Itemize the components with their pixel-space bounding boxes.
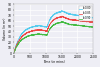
f=0.90 [61,21,62,22]
f=0.80 [75,14,76,15]
f=0.90 [21,39,22,40]
f=0.80 [13,52,14,53]
f=0.90 [13,53,14,54]
Line: f=0.90: f=0.90 [14,22,93,54]
X-axis label: Time (in mins): Time (in mins) [43,60,64,64]
f=0.90 [75,25,76,26]
f=0.90 [93,27,94,28]
f=0.85 [68,19,69,20]
f=0.85 [75,20,76,21]
Legend: f=0.80, f=0.85, f=0.90: f=0.80, f=0.85, f=0.90 [78,6,92,21]
f=0.80 [77,15,78,16]
Line: f=0.85: f=0.85 [14,16,93,53]
f=0.85 [77,20,78,21]
f=0.85 [93,22,94,23]
f=0.90 [48,30,49,31]
Y-axis label: Volume (in m³): Volume (in m³) [3,18,7,40]
f=0.85 [48,26,49,27]
f=0.85 [21,36,22,37]
Line: f=0.80: f=0.80 [14,11,93,53]
f=0.80 [61,10,62,11]
f=0.90 [45,34,47,35]
f=0.80 [45,27,47,28]
f=0.90 [77,25,78,26]
f=0.85 [62,16,63,17]
